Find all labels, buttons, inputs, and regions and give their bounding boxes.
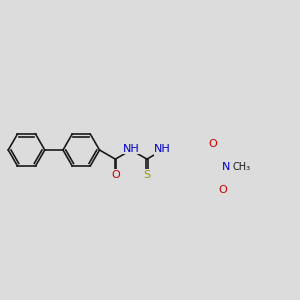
Text: CH₃: CH₃	[232, 162, 250, 172]
Text: NH: NH	[154, 143, 171, 154]
Text: N: N	[222, 162, 230, 172]
Text: O: O	[218, 185, 227, 195]
Text: O: O	[111, 169, 120, 180]
Text: S: S	[143, 169, 151, 180]
Text: O: O	[209, 139, 218, 148]
Text: NH: NH	[123, 143, 140, 154]
